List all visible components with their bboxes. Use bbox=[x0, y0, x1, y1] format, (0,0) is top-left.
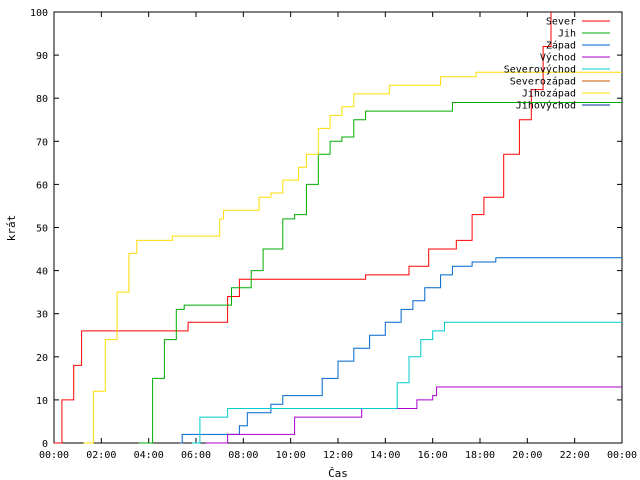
x-tick-label: 00:00 bbox=[607, 450, 637, 461]
y-tick-label: 80 bbox=[36, 94, 48, 105]
x-tick-label: 14:00 bbox=[370, 450, 400, 461]
legend-label: Sever bbox=[546, 17, 576, 28]
y-tick-label: 90 bbox=[36, 51, 48, 62]
x-tick-label: 04:00 bbox=[134, 450, 164, 461]
x-tick-label: 00:00 bbox=[39, 450, 69, 461]
axes: 00:00 02:00 04:00 06:00 08:00 10:00 12:00 14:00… bbox=[30, 8, 637, 461]
y-tick-label: 100 bbox=[30, 8, 48, 19]
legend-label: Severovýchod bbox=[504, 64, 576, 76]
y-tick-label: 10 bbox=[36, 396, 48, 407]
y-tick-label: 50 bbox=[36, 224, 48, 235]
x-tick-label: 22:00 bbox=[560, 450, 590, 461]
y-tick-label: 30 bbox=[36, 310, 48, 321]
x-tick-label: 18:00 bbox=[465, 450, 495, 461]
legend-label: Východ bbox=[540, 52, 576, 64]
x-tick-label: 06:00 bbox=[181, 450, 211, 461]
legend: SeverJihZápadVýchodSeverovýchodSeverozáp… bbox=[504, 17, 610, 112]
x-tick-label: 10:00 bbox=[276, 450, 306, 461]
x-tick-label: 20:00 bbox=[512, 450, 542, 461]
y-tick-label: 0 bbox=[42, 439, 48, 450]
legend-label: Severozápad bbox=[510, 76, 576, 88]
x-axis-label: Čas bbox=[328, 467, 348, 480]
series-lines bbox=[54, 12, 622, 444]
legend-label: Jihovýchod bbox=[516, 100, 576, 112]
series-line-východ bbox=[205, 386, 622, 444]
y-tick-label: 60 bbox=[36, 180, 48, 191]
series-line-jihozápad bbox=[83, 71, 622, 444]
series-line-sever bbox=[54, 12, 552, 444]
x-tick-label: 12:00 bbox=[323, 450, 353, 461]
x-tick-label: 08:00 bbox=[228, 450, 258, 461]
x-tick-label: 02:00 bbox=[86, 450, 116, 461]
series-line-jih bbox=[138, 102, 622, 444]
y-tick-label: 20 bbox=[36, 353, 48, 364]
y-axis-label: krát bbox=[5, 215, 18, 242]
series-line-západ bbox=[180, 257, 622, 444]
series-line-severovýchod bbox=[192, 321, 622, 444]
legend-label: Jih bbox=[558, 29, 576, 40]
legend-label: Západ bbox=[546, 40, 576, 52]
legend-label: Jihozápad bbox=[522, 88, 576, 100]
y-tick-label: 40 bbox=[36, 267, 48, 278]
y-tick-label: 70 bbox=[36, 137, 48, 148]
x-tick-label: 16:00 bbox=[418, 450, 448, 461]
